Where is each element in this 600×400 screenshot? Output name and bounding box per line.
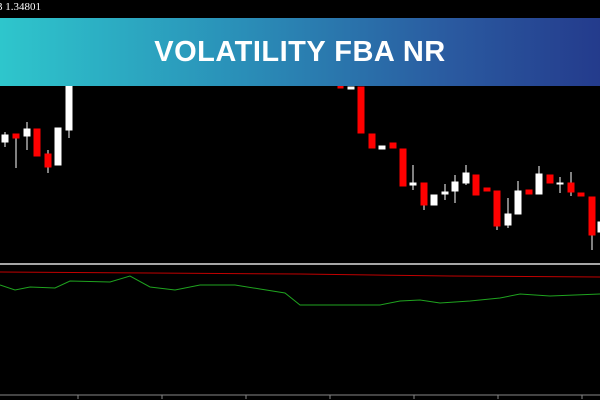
candle xyxy=(597,221,600,233)
candle xyxy=(567,182,575,193)
candle xyxy=(1,134,9,143)
candle xyxy=(368,133,376,149)
candle xyxy=(514,190,522,215)
candle xyxy=(399,148,407,187)
candle xyxy=(44,153,52,168)
candle xyxy=(409,182,417,186)
candle xyxy=(54,127,62,166)
candle xyxy=(357,86,365,134)
candle xyxy=(33,128,41,157)
candle xyxy=(65,85,73,131)
candle xyxy=(525,189,533,195)
candle xyxy=(430,194,438,206)
candle xyxy=(577,192,585,197)
candle xyxy=(378,145,386,150)
candle xyxy=(23,128,31,137)
candle xyxy=(441,191,449,195)
candles xyxy=(1,85,600,250)
candle xyxy=(556,182,564,185)
indicator-green-line xyxy=(0,275,600,306)
candle xyxy=(347,86,355,90)
candle xyxy=(483,187,491,192)
candle xyxy=(462,172,470,184)
candle xyxy=(472,174,480,196)
banner-title: VOLATILITY FBA NR xyxy=(154,35,446,68)
banner: VOLATILITY FBA NR xyxy=(0,18,600,86)
candle xyxy=(420,182,428,206)
indicator-red-line xyxy=(0,271,600,278)
candle xyxy=(12,133,20,139)
candle xyxy=(389,142,397,149)
candle xyxy=(546,174,554,184)
candle xyxy=(451,181,459,192)
candle xyxy=(504,213,512,226)
price-label: 3 1.34801 xyxy=(0,1,41,13)
candle xyxy=(588,196,596,236)
candle xyxy=(493,190,501,227)
candle xyxy=(337,85,344,89)
candle xyxy=(535,173,543,195)
